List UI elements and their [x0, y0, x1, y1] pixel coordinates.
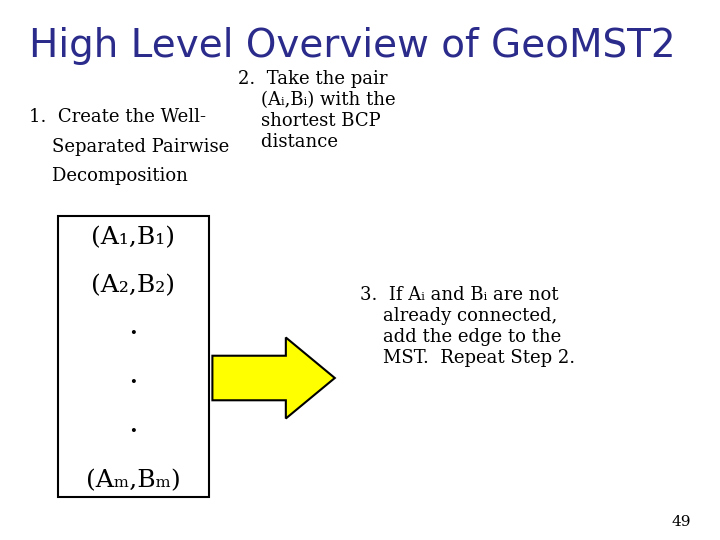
- Polygon shape: [212, 338, 335, 418]
- Text: 3.  If Aᵢ and Bᵢ are not
    already connected,
    add the edge to the
    MST.: 3. If Aᵢ and Bᵢ are not already connecte…: [360, 286, 575, 367]
- Text: 2.  Take the pair
    (Aᵢ,Bᵢ) with the
    shortest BCP
    distance: 2. Take the pair (Aᵢ,Bᵢ) with the shorte…: [238, 70, 395, 151]
- Text: ·: ·: [128, 319, 138, 350]
- Text: ·: ·: [128, 416, 138, 448]
- Bar: [58, 216, 209, 497]
- Text: 1.  Create the Well-: 1. Create the Well-: [29, 108, 206, 126]
- Text: (Aₘ,Bₘ): (Aₘ,Bₘ): [86, 469, 181, 492]
- Text: High Level Overview of GeoMST2: High Level Overview of GeoMST2: [29, 27, 675, 65]
- Text: 49: 49: [672, 515, 691, 529]
- Text: (A₂,B₂): (A₂,B₂): [91, 275, 175, 298]
- Text: (A₁,B₁): (A₁,B₁): [91, 226, 175, 249]
- Text: ·: ·: [128, 368, 138, 399]
- Text: Separated Pairwise: Separated Pairwise: [29, 138, 229, 156]
- Text: Decomposition: Decomposition: [29, 167, 188, 185]
